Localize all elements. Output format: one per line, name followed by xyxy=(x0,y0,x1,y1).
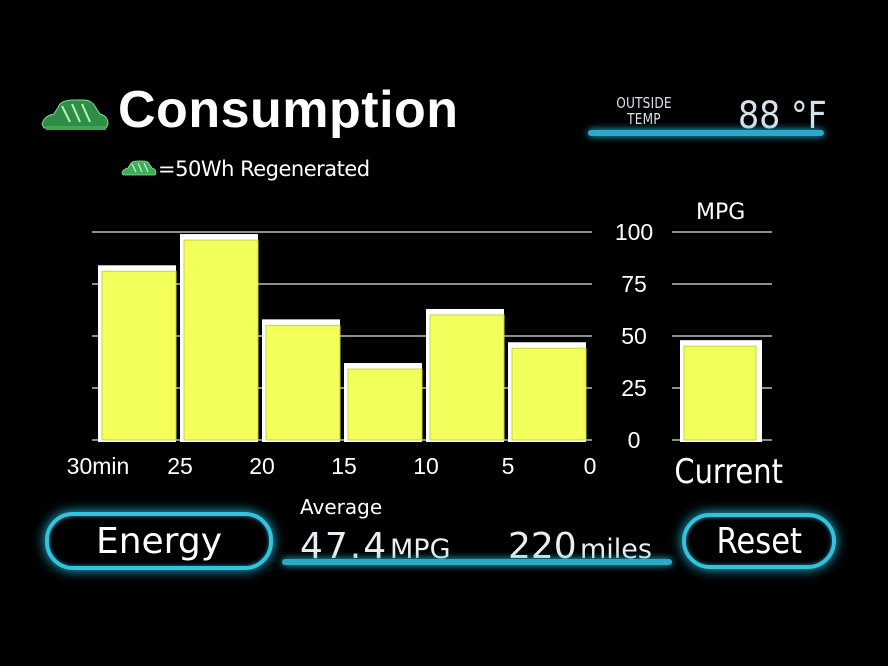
outside-temp-label-line2: TEMP xyxy=(627,110,661,128)
x-tick-label: 15 xyxy=(331,453,357,479)
y-tick-label: 100 xyxy=(615,219,653,245)
x-tick-label: 20 xyxy=(249,453,275,479)
outside-temp-label-line1: OUTSIDE xyxy=(616,94,672,112)
y-tick-label: 75 xyxy=(621,271,647,297)
y-tick-label: 0 xyxy=(628,427,641,453)
legend-text: =50Wh Regenerated xyxy=(158,157,370,181)
reset-button-label: Reset xyxy=(716,520,802,562)
x-tick-label: 25 xyxy=(167,453,193,479)
x-tick-label: 10 xyxy=(413,453,439,479)
average-title: Average xyxy=(300,495,383,519)
green-car-icon xyxy=(121,160,157,176)
bar xyxy=(429,314,505,441)
bar xyxy=(265,324,341,441)
outside-temp-label: OUTSIDE TEMP xyxy=(608,95,680,127)
page-title: Consumption xyxy=(118,81,459,139)
y-tick-label: 25 xyxy=(621,375,647,401)
bar xyxy=(511,347,587,441)
bar xyxy=(183,239,259,441)
bar xyxy=(347,368,423,441)
temp-underline xyxy=(588,130,824,136)
current-bar xyxy=(683,345,757,441)
bar xyxy=(101,270,177,441)
energy-button[interactable]: Energy xyxy=(45,512,273,570)
y-axis-label: MPG xyxy=(696,200,746,225)
x-tick-label: 5 xyxy=(502,453,515,479)
outside-temperature: OUTSIDE TEMP 88 °F xyxy=(588,90,827,142)
current-label: Current xyxy=(674,452,783,492)
average-underline xyxy=(282,559,672,565)
outside-temp-value: 88 °F xyxy=(738,94,827,137)
x-tick-label: 30min xyxy=(67,453,130,479)
green-car-icon xyxy=(41,99,109,130)
energy-button-label: Energy xyxy=(95,520,223,562)
x-tick-label: 0 xyxy=(584,453,597,479)
reset-button[interactable]: Reset xyxy=(682,513,836,569)
y-tick-label: 50 xyxy=(621,323,647,349)
